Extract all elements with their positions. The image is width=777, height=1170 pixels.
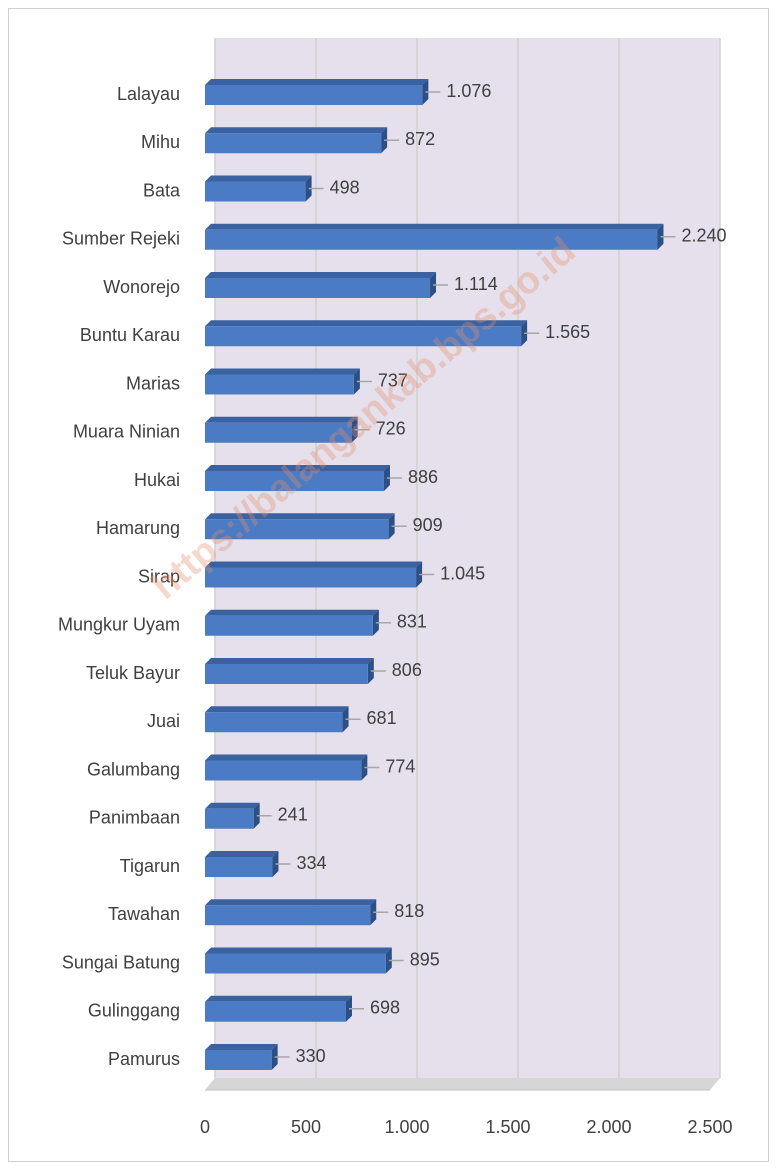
bar-top — [205, 465, 390, 471]
y-tick-label: Galumbang — [87, 759, 180, 779]
y-tick-label: Mihu — [141, 132, 180, 152]
bar — [205, 133, 382, 154]
y-tick-label: Wonorejo — [103, 277, 180, 297]
value-label: 1.045 — [440, 563, 485, 583]
y-tick-label: Lalayau — [117, 84, 180, 104]
value-label: 681 — [367, 708, 397, 728]
y-tick-label: Teluk Bayur — [86, 663, 180, 683]
y-tick-label: Panimbaan — [89, 808, 180, 828]
y-tick-label: Buntu Karau — [80, 325, 180, 345]
value-label: 2.240 — [681, 226, 726, 246]
bar — [205, 519, 389, 540]
value-label: 334 — [296, 853, 326, 873]
value-label: 909 — [413, 515, 443, 535]
bar — [205, 1001, 346, 1022]
y-tick-label: Bata — [143, 180, 181, 200]
bar-top — [205, 223, 664, 230]
bar-top — [205, 947, 392, 954]
y-tick-label: Hamarung — [96, 518, 180, 538]
bar — [205, 229, 658, 250]
bar-top — [205, 609, 379, 616]
y-tick-label: Sungai Batung — [62, 952, 180, 972]
y-tick-label: Marias — [126, 373, 180, 393]
bar-top — [205, 754, 368, 761]
value-label: 818 — [394, 901, 424, 921]
bar-top — [205, 658, 374, 664]
y-tick-label: Gulinggang — [88, 1001, 180, 1021]
bar — [205, 615, 373, 636]
value-label: 698 — [370, 998, 400, 1018]
bar-top — [205, 368, 360, 375]
value-label: 330 — [296, 1046, 326, 1066]
y-tick-label: Mungkur Uyam — [58, 615, 180, 635]
x-tick-label: 2.000 — [586, 1117, 631, 1137]
bar-top — [205, 416, 358, 423]
value-label: 886 — [408, 467, 438, 487]
x-tick-label: 0 — [200, 1117, 210, 1137]
value-label: 1.076 — [446, 81, 491, 101]
bar — [205, 1050, 272, 1070]
floor — [205, 1078, 720, 1090]
bar — [205, 760, 362, 781]
bar-top — [205, 127, 388, 134]
value-label: 774 — [385, 756, 415, 776]
y-tick-label: Sirap — [138, 566, 180, 586]
y-tick-label: Sumber Rejeki — [62, 229, 180, 249]
y-tick-label: Hukai — [134, 470, 180, 490]
value-label: 498 — [330, 177, 360, 197]
value-label: 1.114 — [454, 274, 498, 294]
y-tick-label: Tawahan — [108, 904, 180, 924]
bar-top — [205, 899, 377, 906]
x-tick-label: 2.500 — [687, 1117, 732, 1137]
bar-top — [205, 851, 279, 857]
bar-top — [205, 995, 352, 1002]
bar — [205, 326, 522, 347]
bar-top — [205, 175, 312, 182]
bar — [205, 953, 386, 974]
bar-top — [205, 320, 528, 327]
value-label: 241 — [278, 805, 308, 825]
bar — [205, 422, 352, 443]
bar-top — [205, 802, 260, 809]
value-label: 806 — [392, 660, 422, 680]
bar-top — [205, 706, 349, 713]
bar — [205, 664, 368, 684]
value-label: 895 — [410, 949, 440, 969]
value-label: 831 — [397, 612, 427, 632]
bar-top — [205, 272, 437, 278]
bar-top — [205, 561, 423, 568]
y-tick-label: Juai — [147, 711, 180, 731]
value-label: 726 — [376, 419, 406, 439]
bar — [205, 567, 417, 588]
x-tick-label: 500 — [291, 1117, 321, 1137]
y-tick-label: Pamurus — [108, 1049, 180, 1069]
x-tick-label: 1.500 — [485, 1117, 530, 1137]
value-label: 737 — [378, 370, 408, 390]
bar — [205, 278, 431, 298]
bar — [205, 857, 273, 877]
x-tick-label: 1.000 — [384, 1117, 429, 1137]
y-tick-label: Tigarun — [120, 856, 180, 876]
bar — [205, 181, 306, 202]
bar — [205, 85, 423, 105]
value-label: 1.565 — [545, 322, 590, 342]
bar — [205, 712, 343, 733]
value-label: 872 — [405, 129, 435, 149]
bar — [205, 808, 254, 829]
bar-top — [205, 513, 395, 520]
bar — [205, 905, 371, 926]
bar-top — [205, 1044, 278, 1050]
bar — [205, 374, 354, 395]
bar-top — [205, 79, 429, 85]
bar — [205, 471, 384, 491]
y-tick-label: Muara Ninian — [73, 422, 180, 442]
